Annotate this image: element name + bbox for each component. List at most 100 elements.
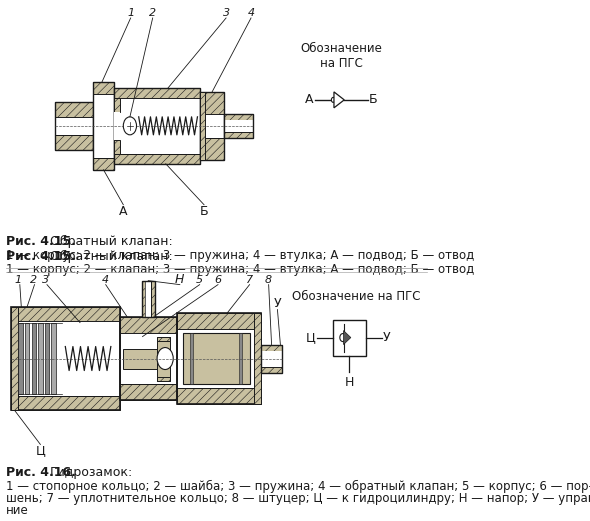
- Bar: [177, 313, 261, 329]
- Text: Обозначение
на ПГС: Обозначение на ПГС: [300, 42, 382, 70]
- Bar: [120, 332, 177, 384]
- Text: 1 — стопорное кольцо; 2 — шайба; 3 — пружина; 4 — обратный клапан; 5 — корпус; 6: 1 — стопорное кольцо; 2 — шайба; 3 — пру…: [6, 480, 590, 493]
- Bar: [157, 377, 171, 380]
- Text: Рис. 4.15.: Рис. 4.15.: [6, 234, 76, 247]
- Bar: [11, 306, 18, 411]
- Text: 4: 4: [102, 275, 109, 284]
- Bar: [123, 349, 157, 368]
- Bar: [114, 88, 201, 164]
- Bar: [55, 102, 93, 117]
- Bar: [93, 82, 114, 94]
- Bar: [190, 332, 193, 384]
- Bar: [201, 114, 224, 138]
- Bar: [45, 322, 49, 394]
- Bar: [93, 82, 114, 170]
- Text: 2: 2: [149, 8, 156, 18]
- Bar: [142, 281, 155, 317]
- Bar: [11, 306, 18, 411]
- Bar: [55, 117, 93, 135]
- Bar: [51, 322, 56, 394]
- Bar: [177, 313, 261, 404]
- Text: ние: ние: [6, 504, 29, 517]
- Circle shape: [157, 348, 173, 369]
- Text: 1: 1: [127, 8, 134, 18]
- Bar: [157, 337, 171, 380]
- Bar: [114, 112, 120, 140]
- Text: шень; 7 — уплотнительное кольцо; 8 — штуцер; Ц — к гидроцилиндру; Н — напор; У —: шень; 7 — уплотнительное кольцо; 8 — шту…: [6, 492, 590, 505]
- Bar: [55, 102, 93, 150]
- Bar: [114, 98, 201, 154]
- Bar: [333, 319, 366, 355]
- Bar: [93, 158, 114, 170]
- Bar: [38, 322, 42, 394]
- Bar: [145, 281, 151, 317]
- Text: 7: 7: [246, 275, 253, 284]
- Bar: [151, 281, 155, 317]
- Bar: [142, 281, 145, 317]
- Text: 6: 6: [214, 275, 222, 284]
- Bar: [254, 313, 261, 404]
- Bar: [11, 306, 120, 320]
- Bar: [93, 94, 114, 158]
- Bar: [224, 120, 253, 132]
- Bar: [114, 98, 120, 112]
- Text: 1 — корпус; 2 — клапан; 3 — пружина; 4 — втулка; А — подвод; Б — отвод: 1 — корпус; 2 — клапан; 3 — пружина; 4 —…: [6, 263, 474, 276]
- Bar: [120, 384, 177, 401]
- Bar: [157, 337, 171, 341]
- Bar: [11, 320, 120, 396]
- Text: У: У: [274, 296, 281, 309]
- Bar: [114, 88, 201, 98]
- Text: Б: Б: [369, 93, 378, 106]
- Bar: [261, 366, 282, 373]
- Text: Б: Б: [200, 205, 208, 218]
- Text: Обозначение на ПГС: Обозначение на ПГС: [293, 290, 421, 303]
- Bar: [201, 114, 224, 138]
- Bar: [31, 322, 36, 394]
- Circle shape: [340, 333, 346, 342]
- Text: Н: Н: [175, 272, 185, 286]
- Text: 3: 3: [222, 8, 230, 18]
- Bar: [55, 117, 93, 135]
- Text: Рис. 4.16.: Рис. 4.16.: [6, 466, 76, 479]
- Text: Обратный клапан:: Обратный клапан:: [50, 234, 173, 248]
- Polygon shape: [343, 330, 351, 344]
- Bar: [145, 281, 151, 317]
- Bar: [261, 344, 282, 373]
- Circle shape: [123, 117, 136, 135]
- Bar: [120, 317, 177, 332]
- Text: 8: 8: [265, 275, 272, 284]
- Text: У: У: [383, 331, 391, 344]
- Bar: [201, 92, 224, 160]
- Text: Гидрозамок:: Гидрозамок:: [50, 466, 133, 479]
- Text: 5: 5: [196, 275, 203, 284]
- Bar: [11, 306, 120, 411]
- Text: 3: 3: [42, 275, 49, 284]
- Bar: [114, 140, 120, 154]
- Bar: [120, 332, 177, 384]
- Text: Ц: Ц: [35, 444, 45, 457]
- Bar: [120, 317, 177, 401]
- Bar: [93, 94, 114, 158]
- Text: Н: Н: [345, 376, 354, 389]
- Bar: [177, 389, 261, 404]
- Bar: [201, 138, 224, 160]
- Bar: [11, 396, 120, 411]
- Bar: [261, 351, 282, 366]
- Text: 1 — корпус; 2 — клапан; 3 — пружина; 4 — втулка; А — подвод; Б — отвод: 1 — корпус; 2 — клапан; 3 — пружина; 4 —…: [6, 249, 474, 262]
- Text: А: А: [119, 205, 127, 218]
- Bar: [55, 135, 93, 150]
- Bar: [201, 92, 205, 160]
- Bar: [18, 322, 23, 394]
- Bar: [224, 114, 253, 138]
- Bar: [11, 320, 120, 396]
- Text: 1: 1: [15, 275, 22, 284]
- Text: Рис. 4.15.: Рис. 4.15.: [6, 250, 76, 263]
- Polygon shape: [334, 92, 344, 108]
- Text: 2: 2: [30, 275, 37, 284]
- Text: Обратный клапан:: Обратный клапан:: [50, 250, 173, 263]
- Circle shape: [332, 97, 335, 102]
- Bar: [177, 329, 261, 389]
- Bar: [177, 329, 261, 389]
- Bar: [261, 344, 282, 351]
- Text: Ц: Ц: [306, 331, 316, 344]
